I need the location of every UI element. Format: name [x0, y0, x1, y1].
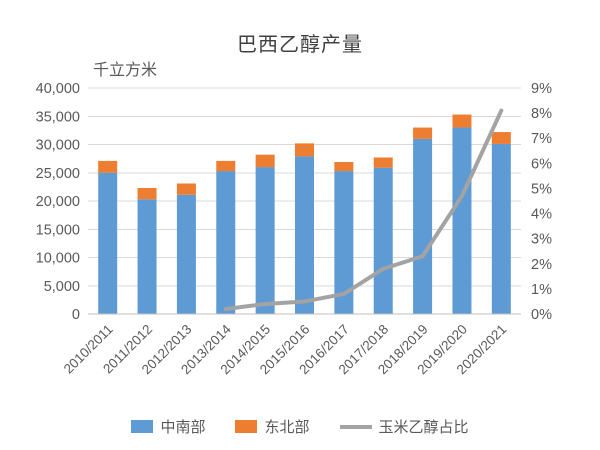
y-axis-left-tick: 40,000: [36, 81, 80, 97]
y-axis-right-tick: 9%: [531, 81, 552, 97]
legend-item-central-south: 中南部: [131, 416, 205, 437]
y-axis-left-tick: 20,000: [36, 194, 80, 210]
bar-northeast: [137, 188, 157, 200]
bar-central-south: [413, 138, 433, 314]
y-axis-left-tick: 5,000: [44, 279, 80, 295]
legend-label-corn-share: 玉米乙醇占比: [378, 419, 469, 436]
bar-northeast: [334, 162, 354, 172]
bar-northeast: [255, 154, 275, 168]
bar-northeast: [452, 114, 472, 128]
legend-item-corn-share: 玉米乙醇占比: [339, 416, 469, 437]
bar-northeast: [295, 143, 314, 157]
bar-northeast: [98, 160, 118, 173]
northeast-swatch-icon: [235, 420, 258, 433]
y-axis-right-tick: 6%: [531, 156, 552, 172]
y-axis-right-tick: 1%: [531, 282, 552, 298]
bar-central-south: [295, 156, 314, 314]
bar-central-south: [98, 172, 118, 314]
bar-central-south: [255, 167, 275, 314]
y-axis-unit-label: 千立方米: [93, 62, 158, 79]
bar-central-south: [216, 171, 236, 314]
bar-northeast: [413, 127, 433, 139]
y-axis-left-tick: 35,000: [36, 109, 80, 125]
y-axis-left-tick: 15,000: [36, 222, 80, 238]
bar-central-south: [491, 143, 511, 314]
y-axis-right-tick: 5%: [531, 181, 552, 197]
bar-northeast: [491, 132, 511, 144]
central-south-swatch-icon: [131, 420, 154, 433]
y-axis-left-tick: 10,000: [36, 251, 80, 267]
y-axis-right-tick: 0%: [531, 307, 552, 323]
y-axis-left-tick: 0: [72, 307, 80, 323]
bar-northeast: [216, 160, 236, 172]
y-axis-left-tick: 30,000: [36, 138, 80, 154]
bar-northeast: [176, 183, 196, 195]
bar-central-south: [137, 199, 157, 314]
corn-ethanol-share-line: [223, 108, 504, 311]
bar-central-south: [373, 167, 393, 314]
legend-label-central-south: 中南部: [160, 419, 206, 436]
y-axis-right-tick: 4%: [531, 207, 552, 223]
bar-northeast: [373, 157, 393, 168]
y-axis-right-tick: 8%: [531, 106, 552, 122]
y-axis-right-tick: 2%: [531, 257, 552, 273]
y-axis-right-tick: 3%: [531, 232, 552, 248]
chart-title: 巴西乙醇产量: [237, 34, 363, 56]
bar-central-south: [334, 171, 354, 314]
legend-item-northeast: 东北部: [235, 416, 310, 437]
bar-central-south: [176, 194, 196, 314]
chart-legend: 中南部 东北部 玉米乙醇占比: [0, 416, 600, 437]
corn-share-line-swatch-icon: [339, 424, 372, 429]
y-axis-left-tick: 25,000: [36, 166, 80, 182]
y-axis-right-tick: 7%: [531, 131, 552, 147]
bar-central-south: [452, 127, 472, 314]
legend-label-northeast: 东北部: [264, 419, 310, 436]
